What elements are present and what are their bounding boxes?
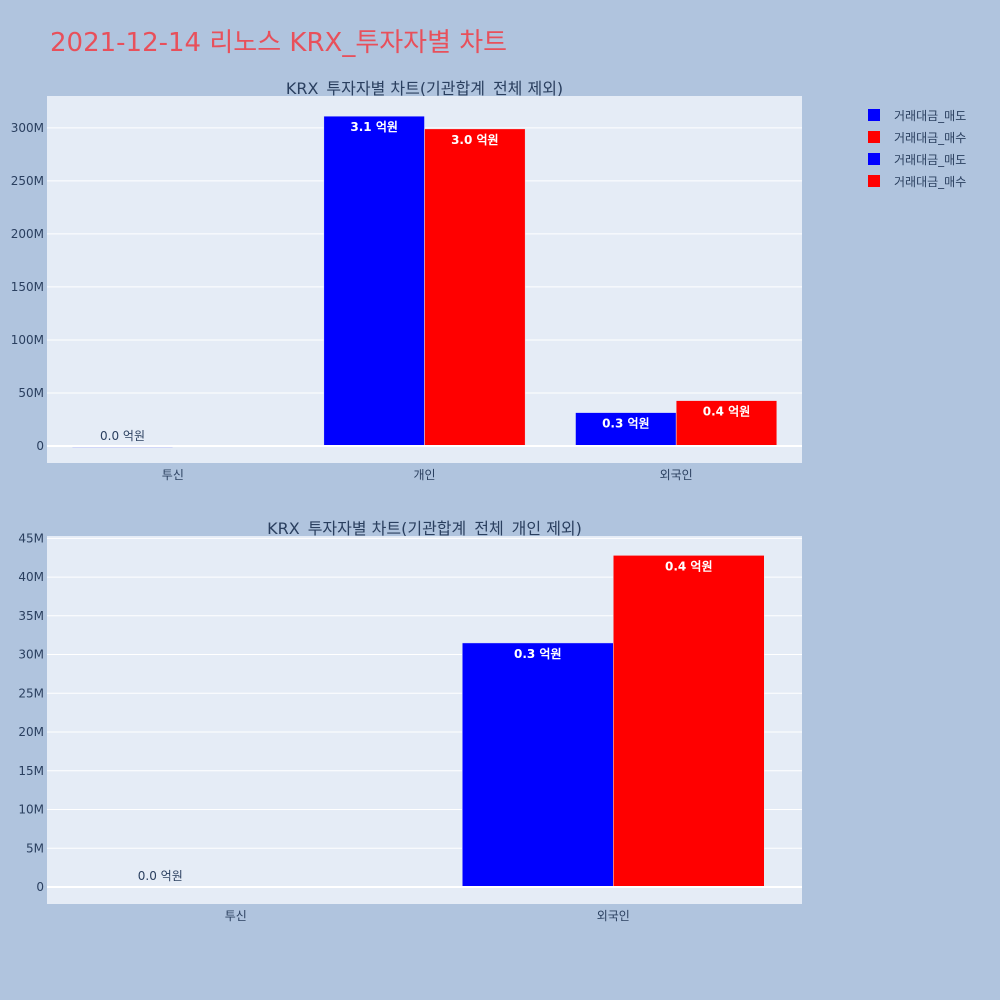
y-tick-label: 30M [18,648,44,662]
data-label: 0.4 억원 [703,405,751,419]
y-tick-label: 40M [18,570,44,584]
legend-item[interactable]: 거래대금_매수 [868,170,966,192]
data-label: 3.0 억원 [451,133,499,147]
chart-title: KRX_투자자별 차트(기관합계_전체_개인 제외) [267,519,582,539]
legend-label: 거래대금_매수 [894,174,967,189]
y-tick-label: 50M [18,386,44,400]
y-tick-label: 15M [18,764,44,778]
y-tick-label: 100M [11,333,44,347]
y-tick-label: 10M [18,803,44,817]
chart-title: KRX_투자자별 차트(기관합계_전체 제외) [286,79,563,99]
y-tick-label: 20M [18,725,44,739]
legend: 거래대금_매도 거래대금_매수 거래대금_매도 거래대금_매수 [868,104,966,192]
y-tick-label: 35M [18,609,44,623]
legend-swatch [868,131,880,143]
data-label: 0.0 억원 [138,869,183,883]
chart-bottom: KRX_투자자별 차트(기관합계_전체_개인 제외) 0 5M 10M 15M 20M 25… [18,519,802,923]
legend-item[interactable]: 거래대금_매수 [868,126,966,148]
data-label: 3.1 억원 [350,120,398,134]
y-tick-label: 150M [11,280,44,294]
bar [462,642,614,888]
legend-swatch [868,175,880,187]
x-tick-label: 외국인 [660,468,693,482]
bar [575,412,677,447]
data-label: 0.3 억원 [514,647,562,661]
bar [675,400,778,447]
bar [323,115,425,447]
y-tick-label: 200M [11,227,44,241]
legend-swatch [868,109,880,121]
legend-label: 거래대금_매수 [894,130,967,145]
bar [424,128,526,447]
legend-label: 거래대금_매도 [894,152,967,167]
x-tick-label: 개인 [413,468,435,482]
bar [613,555,765,888]
y-tick-label: 45M [18,531,44,545]
x-tick-label: 투신 [225,909,247,923]
data-label: 0.0 억원 [100,429,145,443]
x-tick-label: 투신 [162,468,184,482]
y-tick-label: 25M [18,686,44,700]
page-title: 2021-12-14 리노스 KRX_투자자별 차트 [50,28,508,58]
y-tick-label: 5M [26,841,44,855]
y-tick-label: 250M [11,174,44,188]
data-label: 0.4 억원 [665,559,713,573]
y-tick-label: 0 [36,439,44,453]
y-tick-label: 300M [11,121,44,135]
legend-item[interactable]: 거래대금_매도 [868,104,966,126]
legend-label: 거래대금_매도 [894,108,967,123]
data-label: 0.3 억원 [602,417,650,431]
legend-item[interactable]: 거래대금_매도 [868,148,966,170]
chart-top: KRX_투자자별 차트(기관합계_전체 제외) 0 50M 100M 150M 200M 2… [11,79,802,482]
legend-swatch [868,153,880,165]
y-tick-label: 0 [36,880,44,894]
x-tick-label: 외국인 [597,909,630,923]
